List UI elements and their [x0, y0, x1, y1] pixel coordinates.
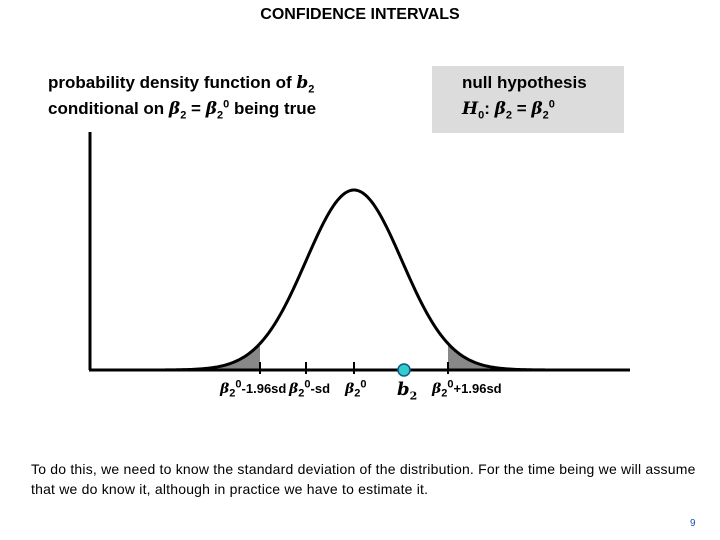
null-hypothesis-box	[432, 66, 624, 133]
page-number: 9	[690, 518, 696, 529]
null-hypothesis-heading: null hypothesis	[462, 73, 587, 92]
explanation-text: To do this, we need to know the standard…	[31, 461, 696, 497]
tick-label-minus-sd: β20-sd	[289, 378, 331, 400]
null-hypothesis-formula: H0: β2 = β20	[462, 98, 555, 122]
pdf-label-line1: probability density function of b2	[48, 73, 315, 96]
tick-label-plus-196sd: β20+1.96sd	[432, 378, 502, 400]
b2-marker	[397, 363, 411, 377]
page-title: CONFIDENCE INTERVALS	[260, 6, 460, 23]
pdf-label: probability density function of b2 condi…	[48, 70, 316, 122]
density-curve	[164, 188, 546, 372]
tick-label-center: β20	[345, 378, 367, 400]
left-rejection-tail	[165, 343, 260, 370]
tick-label-minus-196sd: β20-1.96sd	[220, 378, 287, 400]
null-hypothesis-label: null hypothesis H0: β2 = β20	[462, 70, 587, 122]
pdf-label-line2: conditional on β2 = β20 being true	[48, 98, 317, 122]
tick-label-b2: b2	[397, 379, 418, 403]
right-rejection-tail	[448, 343, 545, 370]
